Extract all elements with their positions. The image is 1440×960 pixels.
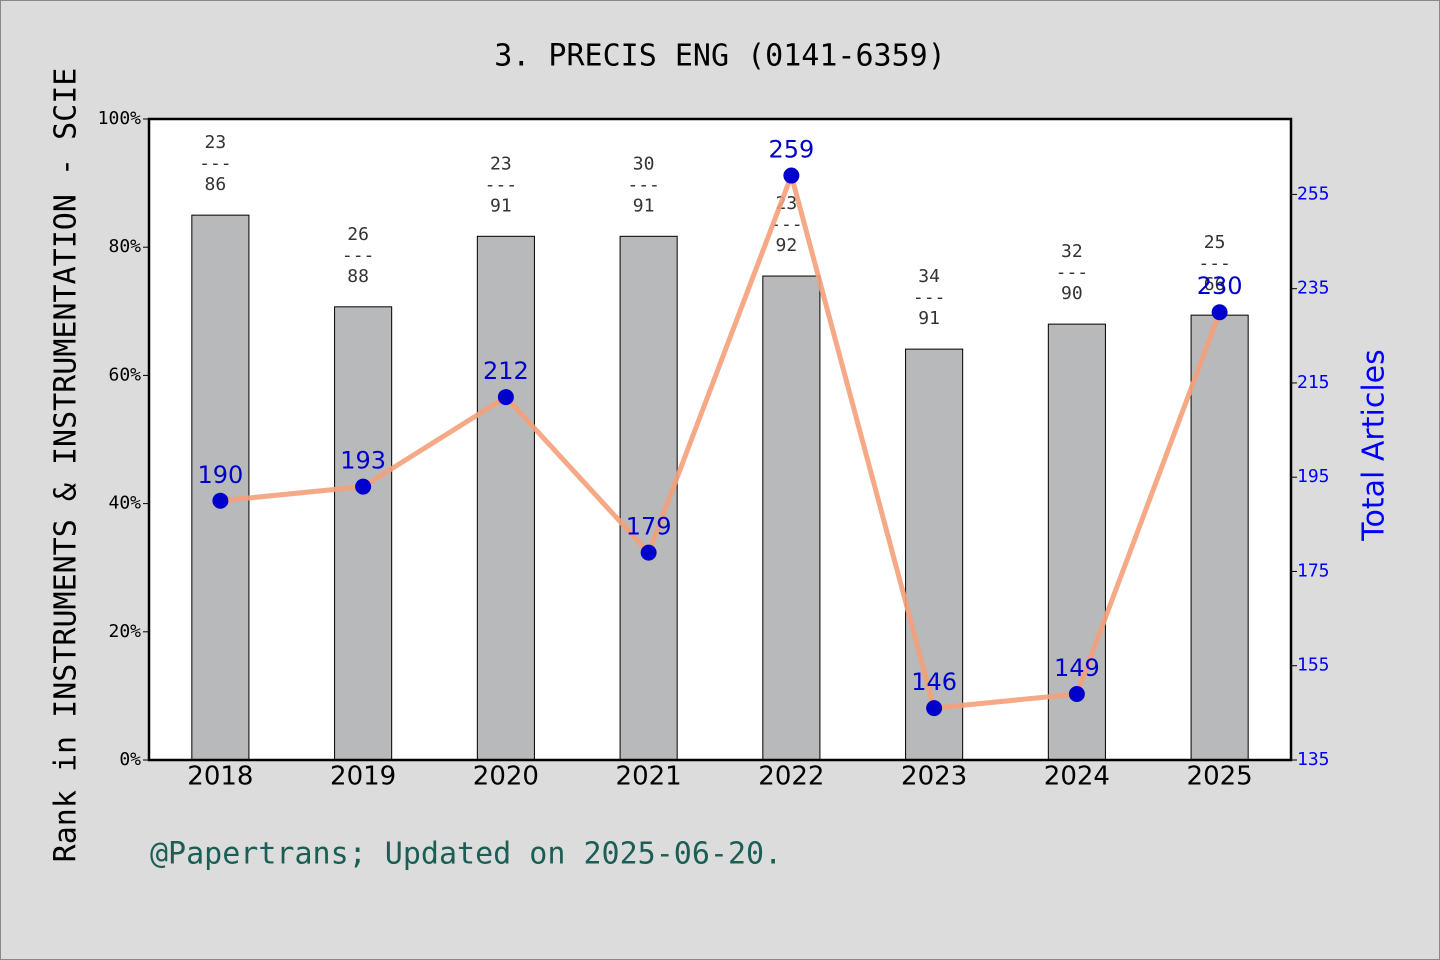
bar-annotation: --- (342, 245, 375, 266)
bar-annotation: 91 (918, 308, 940, 329)
y-tick-label: 60% (108, 364, 141, 385)
bar-annotation: 90 (1061, 283, 1083, 304)
data-label: 259 (768, 136, 814, 164)
data-label: 193 (340, 447, 386, 475)
marker (1068, 686, 1085, 703)
plot-frame (147, 117, 1293, 762)
y2-tick-label: 195 (1297, 466, 1330, 487)
y-tick-label: 0% (119, 749, 141, 770)
line (220, 173, 1222, 711)
data-label: 179 (626, 513, 672, 541)
y2-tick-label: 255 (1297, 183, 1330, 204)
bar-annotation: --- (913, 287, 946, 308)
bar-annotation: 92 (776, 235, 798, 256)
marker (640, 544, 657, 561)
bar-annotation: 25 (1204, 232, 1226, 253)
bar (191, 214, 250, 761)
bar-annotation: --- (770, 214, 803, 235)
x-tick-label: 2023 (901, 762, 967, 792)
marker (212, 492, 229, 509)
y2-tick-label: 155 (1297, 655, 1330, 676)
y2-tick-label: 235 (1297, 278, 1330, 299)
bar-annotation: 26 (347, 224, 369, 245)
data-label: 190 (197, 461, 243, 489)
plot-area (149, 119, 1291, 760)
footer: @Papertrans; Updated on 2025-06-20. (150, 837, 782, 872)
bar-annotation: --- (1198, 253, 1231, 274)
x-tick-label: 2020 (473, 762, 539, 792)
bar-annotation: --- (485, 174, 518, 195)
bar-annotation: --- (1056, 262, 1089, 283)
x-tick-label: 2019 (330, 762, 396, 792)
y-tick-label: 80% (108, 236, 141, 257)
y2-axis-label: Total Articles (1357, 349, 1392, 541)
bar-annotation: 30 (633, 153, 655, 174)
x-tick-label: 2018 (187, 762, 253, 792)
x-tick-label: 2025 (1187, 762, 1253, 792)
x-tick-label: 2022 (758, 762, 824, 792)
bar-annotation: 91 (633, 195, 655, 216)
marker (355, 478, 372, 495)
data-label: 146 (911, 668, 957, 696)
y-tick-label: 20% (108, 621, 141, 642)
x-tick-label: 2021 (616, 762, 682, 792)
bar-annotation: 91 (490, 195, 512, 216)
chart-title: 3. PRECIS ENG (0141-6359) (494, 39, 946, 74)
bar (1190, 314, 1249, 761)
x-tick-label: 2024 (1044, 762, 1110, 792)
marker (926, 700, 943, 717)
data-label: 230 (1197, 272, 1243, 300)
bar-annotation: --- (627, 174, 660, 195)
bar-annotation: --- (199, 153, 232, 174)
bar-annotation: 23 (205, 132, 227, 153)
bar-annotation: 86 (205, 174, 227, 195)
marker (783, 167, 800, 184)
bar (476, 235, 535, 761)
y2-tick-label: 135 (1297, 749, 1330, 770)
bar-annotation: 23 (490, 153, 512, 174)
bar-annotation: 32 (1061, 241, 1083, 262)
bar-annotation: 66 (1204, 274, 1226, 295)
bar (762, 275, 821, 761)
y-tick-label: 100% (98, 108, 142, 129)
y-axis-label: Rank in INSTRUMENTS & INSTRUMENTATION - … (49, 68, 84, 863)
data-label: 212 (483, 357, 529, 385)
marker (1211, 304, 1228, 321)
y-tick-label: 40% (108, 493, 141, 514)
y2-tick-label: 175 (1297, 560, 1330, 581)
bar (334, 306, 393, 761)
bar-annotation: 34 (918, 266, 940, 287)
marker (497, 389, 514, 406)
bar-annotation: 88 (347, 266, 369, 287)
y2-tick-label: 215 (1297, 372, 1330, 393)
data-label: 149 (1054, 654, 1100, 682)
bar (905, 348, 964, 761)
